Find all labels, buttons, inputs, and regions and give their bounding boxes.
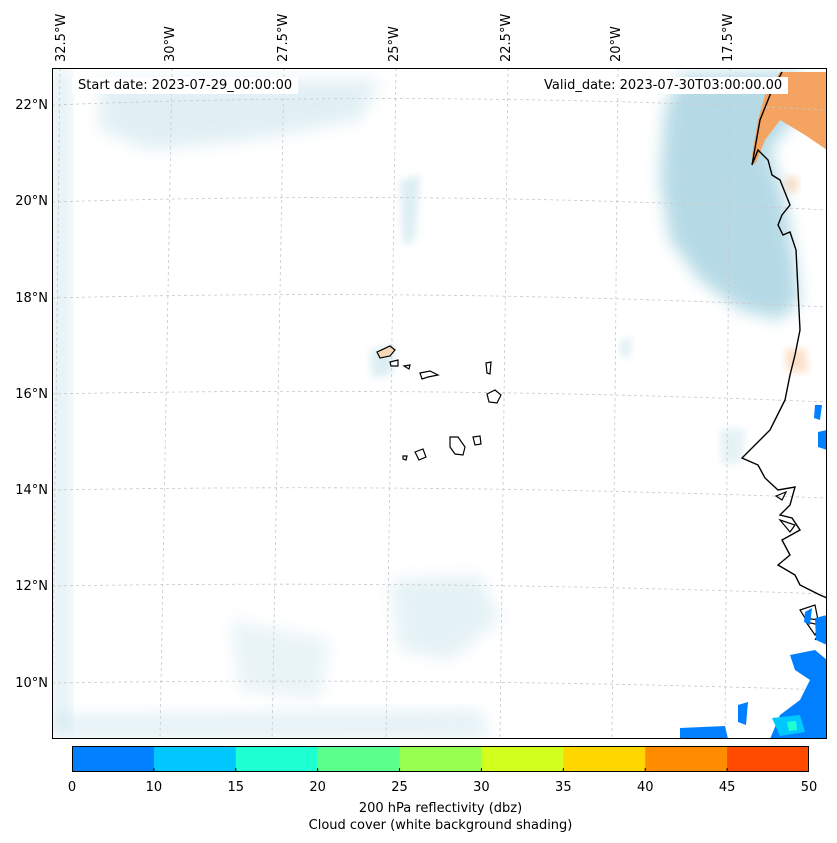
lon-label-22-5w: 22.5°W (499, 13, 514, 62)
lat-label-12n: 12°N (15, 579, 48, 594)
colorbar-segment (727, 746, 809, 772)
lat-label-18n: 18°N (15, 291, 48, 306)
colorbar-tick: 0 (67, 780, 77, 795)
colorbar-segment (645, 746, 728, 772)
lon-label-32-5w: 32.5°W (54, 13, 69, 62)
colorbar-tick: 45 (718, 780, 736, 795)
lon-label-27-5w: 27.5°W (276, 13, 291, 62)
colorbar-segment (399, 746, 482, 772)
colorbar-tick: 20 (309, 780, 326, 795)
colorbar-segment (317, 746, 401, 772)
colorbar-tick: 50 (800, 780, 818, 795)
colorbar-frame (72, 746, 809, 772)
colorbar-segment (563, 746, 646, 772)
start-date-label: Start date: 2023-07-29_00:00:00 (72, 77, 299, 94)
reflectivity-contours (680, 405, 827, 739)
valid-date-label: Valid_date: 2023-07-30T03:00:00.00 (538, 77, 789, 94)
african-coastline (740, 71, 827, 599)
lat-label-10n: 10°N (15, 676, 48, 691)
lat-label-22n: 22°N (15, 98, 48, 113)
colorbar (72, 746, 809, 772)
colorbar-segment (72, 746, 155, 772)
colorbar-tick: 30 (473, 780, 490, 795)
lon-label-30w: 30°W (163, 26, 178, 62)
colorbar-segment (235, 746, 319, 772)
colorbar-label-cloud-cover: Cloud cover (white background shading) (308, 818, 573, 833)
warm-cloud-tops (752, 72, 827, 372)
colorbar-segment (481, 746, 564, 772)
lat-label-14n: 14°N (15, 483, 48, 498)
colorbar-label-reflectivity: 200 hPa reflectivity (dbz) (358, 801, 523, 816)
lat-label-16n: 16°N (15, 387, 48, 402)
colorbar-tick: 15 (227, 780, 245, 795)
map-frame (52, 68, 827, 739)
cape-verde-islands (376, 345, 502, 461)
lon-label-17-5w: 17.5°W (721, 13, 736, 62)
cloud-cover (52, 68, 800, 738)
graticule (52, 68, 827, 739)
lon-label-20w: 20°W (609, 26, 624, 62)
colorbar-segment (153, 746, 237, 772)
lon-label-25w: 25°W (387, 26, 402, 62)
colorbar-tick: 10 (145, 780, 163, 795)
lat-label-20n: 20°N (15, 194, 48, 209)
colorbar-tick: 40 (636, 780, 654, 795)
map-canvas[interactable] (52, 68, 827, 739)
colorbar-tick: 35 (555, 780, 572, 795)
colorbar-tick: 25 (391, 780, 408, 795)
